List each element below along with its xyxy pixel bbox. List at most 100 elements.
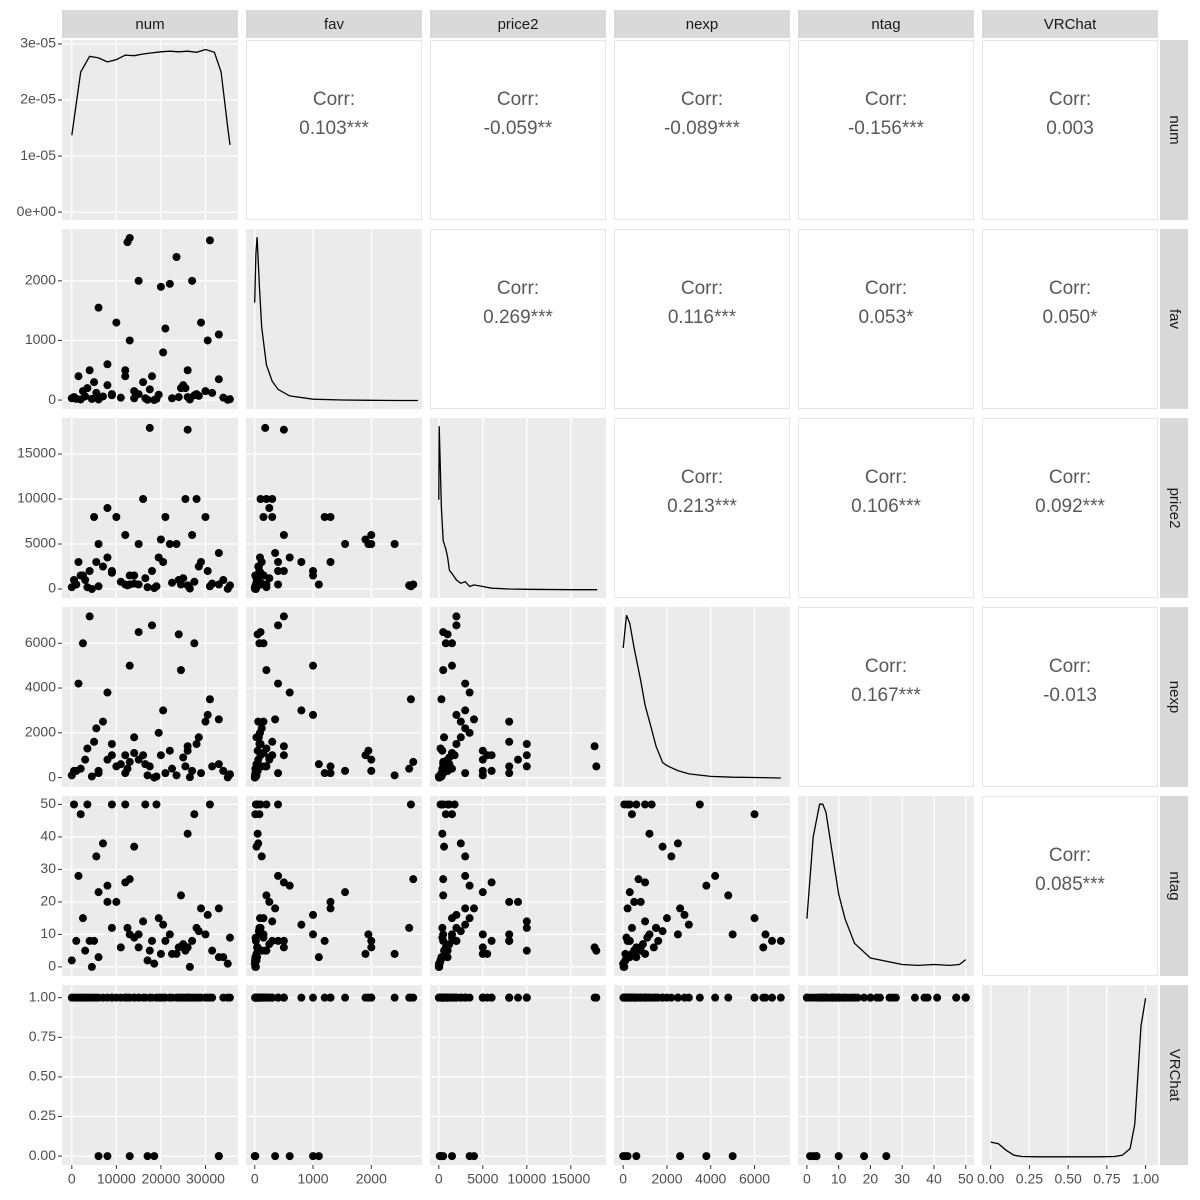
corr-value: 0.003	[1046, 118, 1094, 139]
point	[367, 993, 376, 1002]
point	[684, 920, 693, 929]
point	[201, 513, 210, 521]
point	[279, 878, 288, 887]
x-tick-label: 10000	[97, 1171, 136, 1187]
point	[183, 425, 192, 434]
x-tick-label: 40	[926, 1171, 942, 1187]
point	[487, 878, 496, 887]
corr-label: Corr:	[865, 89, 907, 110]
corr-panel	[982, 607, 1158, 787]
point	[203, 710, 212, 719]
point	[208, 579, 217, 588]
point	[116, 943, 125, 952]
point	[461, 871, 470, 880]
point	[143, 583, 152, 592]
x-tick-label: 20	[863, 1171, 879, 1187]
strip	[982, 10, 1158, 38]
point	[253, 630, 262, 639]
point	[436, 956, 445, 965]
point	[505, 737, 514, 746]
point	[621, 993, 630, 1002]
point	[456, 927, 465, 936]
point	[662, 914, 671, 923]
point	[223, 773, 232, 782]
point	[219, 766, 228, 775]
point	[261, 423, 270, 432]
point	[314, 953, 323, 962]
strip-label: num	[135, 16, 164, 33]
point	[619, 1152, 628, 1161]
corr-panel	[614, 40, 790, 220]
point	[341, 888, 350, 897]
point	[154, 390, 163, 399]
y-tick-label: 15000	[17, 445, 56, 461]
point	[487, 766, 496, 775]
corr-label: Corr:	[1049, 89, 1091, 110]
point	[112, 513, 121, 521]
strip	[1160, 796, 1188, 976]
point	[81, 576, 90, 584]
point	[320, 513, 329, 521]
point	[172, 540, 181, 548]
x-tick-label: 20000	[141, 1171, 180, 1187]
y-tick-label: 0.75	[29, 1028, 56, 1044]
point	[652, 923, 661, 932]
strip-label: price2	[1166, 488, 1183, 529]
point	[141, 760, 150, 769]
point	[448, 1152, 456, 1161]
x-tick-label: 2000	[356, 1171, 387, 1187]
point	[390, 771, 399, 780]
point	[285, 553, 294, 562]
point	[274, 871, 283, 880]
point	[203, 567, 212, 575]
panel	[62, 796, 238, 976]
point	[961, 993, 970, 1002]
point	[223, 959, 232, 968]
strip-label: fav	[1166, 309, 1183, 330]
point	[440, 842, 449, 851]
corr-value: 0.103***	[299, 118, 369, 139]
point	[125, 757, 134, 766]
point	[254, 927, 263, 936]
strip	[430, 10, 606, 38]
point	[134, 943, 143, 952]
point	[522, 946, 531, 955]
point	[364, 930, 373, 939]
point	[130, 933, 139, 942]
point	[107, 391, 116, 400]
x-tick-label: 0	[251, 1171, 259, 1187]
point	[92, 558, 101, 566]
corr-value: 0.092***	[1035, 496, 1105, 517]
point	[176, 580, 185, 589]
y-tick-label: 2000	[25, 724, 56, 740]
point	[514, 897, 522, 906]
point	[214, 715, 223, 724]
x-tick-label: 2000	[651, 1171, 682, 1187]
y-tick-label: 1e-05	[20, 147, 56, 163]
point	[641, 878, 650, 887]
point	[251, 800, 260, 809]
point	[390, 949, 399, 958]
point	[150, 959, 159, 968]
x-tick-label: 0	[68, 1171, 76, 1187]
point	[711, 993, 720, 1002]
strip-label: fav	[324, 16, 345, 33]
point	[197, 904, 206, 913]
point	[67, 583, 76, 592]
point	[759, 943, 768, 952]
strip-label: VRChat	[1044, 16, 1097, 33]
point	[452, 740, 461, 749]
point	[208, 946, 217, 955]
point	[268, 495, 277, 503]
point	[406, 800, 415, 809]
point	[440, 733, 449, 742]
point	[750, 810, 759, 819]
point	[445, 800, 454, 809]
point	[190, 639, 199, 648]
point	[367, 766, 376, 775]
point	[634, 875, 643, 884]
point	[505, 769, 514, 778]
point	[297, 558, 306, 566]
panel	[614, 985, 790, 1165]
density-curve	[990, 997, 1147, 1158]
